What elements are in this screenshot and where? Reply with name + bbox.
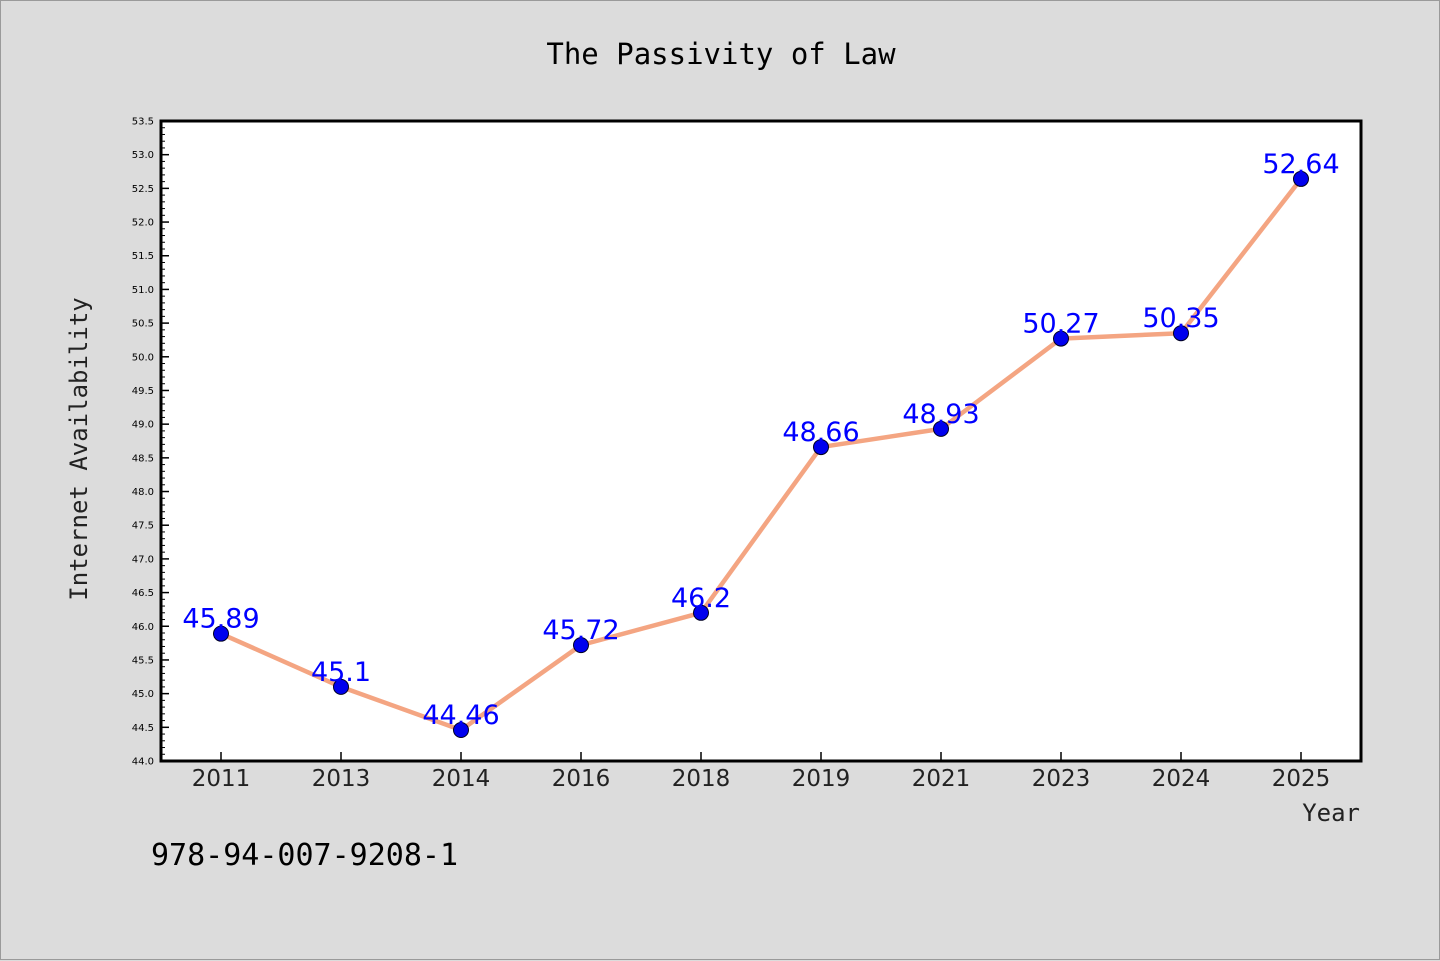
- x-tick-label: 2016: [552, 766, 611, 792]
- data-label: 46.2: [671, 583, 731, 614]
- y-tick-label: 50.5: [132, 319, 154, 330]
- y-tick-label: 53.0: [132, 150, 154, 161]
- x-tick-label: 2013: [312, 766, 371, 792]
- y-tick-label: 52.5: [132, 184, 154, 195]
- data-point: [693, 604, 709, 621]
- data-label: 44.46: [422, 700, 499, 731]
- data-point: [333, 678, 349, 695]
- data-point: [573, 637, 589, 654]
- series-group: 45.89 45.1 44.46 45.72 46.2 48.66 48.93 50.27 50…: [182, 149, 1340, 739]
- x-axis: 2011 2013 2014 2016 2018 2019 2021 2023 2024 2025: [192, 752, 1331, 792]
- y-tick-label: 47.0: [132, 554, 154, 565]
- data-label: 48.66: [782, 417, 859, 448]
- x-tick-label: 2014: [432, 766, 491, 792]
- y-tick-label: 53.5: [132, 117, 154, 128]
- y-tick-label: 48.5: [132, 453, 154, 464]
- y-tick-label: 44.0: [132, 757, 154, 768]
- y-tick-label: 47.5: [132, 521, 154, 532]
- y-tick-label: 46.5: [132, 588, 154, 599]
- x-tick-label: 2011: [192, 766, 251, 792]
- data-label: 45.1: [311, 657, 371, 688]
- y-tick-label: 49.5: [132, 386, 154, 397]
- data-point: [813, 439, 829, 456]
- data-point: [213, 625, 229, 642]
- y-tick-label: 45.0: [132, 689, 154, 700]
- data-point: [1053, 330, 1069, 347]
- y-tick-label: 51.5: [132, 251, 154, 262]
- data-label: 45.89: [182, 604, 259, 635]
- y-tick-label: 52.0: [132, 218, 154, 229]
- data-point: [453, 722, 469, 739]
- x-tick-label: 2018: [672, 766, 731, 792]
- x-tick-label: 2019: [792, 766, 851, 792]
- y-tick-label: 46.0: [132, 622, 154, 633]
- y-tick-label: 48.0: [132, 487, 154, 498]
- y-tick-label: 49.0: [132, 420, 154, 431]
- data-point: [1173, 325, 1189, 342]
- y-tick-label: 51.0: [132, 285, 154, 296]
- data-label: 48.93: [902, 399, 979, 430]
- x-tick-label: 2024: [1152, 766, 1211, 792]
- plot-area: [159, 119, 1363, 763]
- x-tick-label: 2023: [1032, 766, 1091, 792]
- data-label: 50.27: [1022, 309, 1099, 340]
- x-tick-label: 2025: [1272, 766, 1331, 792]
- data-label: 52.64: [1262, 149, 1339, 180]
- chart-title: The Passivity of Law: [546, 37, 896, 71]
- annotation-text: 978-94-007-9208-1: [151, 838, 458, 873]
- data-label: 50.35: [1142, 303, 1219, 334]
- data-point: [933, 420, 949, 437]
- x-axis-label: Year: [1302, 799, 1360, 827]
- series-line: [218, 176, 1304, 733]
- y-tick-label: 44.5: [132, 723, 154, 734]
- y-axis: 44.0 44.5 45.0 45.5 46.0 46.5 47.0 47.5 48.0 48.5…: [132, 117, 169, 768]
- data-point: [1293, 170, 1309, 187]
- y-tick-label: 45.5: [132, 655, 154, 666]
- y-tick-label: 50.0: [132, 352, 154, 363]
- data-label: 45.72: [542, 615, 619, 646]
- y-axis-label: Internet Availability: [65, 297, 93, 600]
- x-tick-label: 2021: [912, 766, 971, 792]
